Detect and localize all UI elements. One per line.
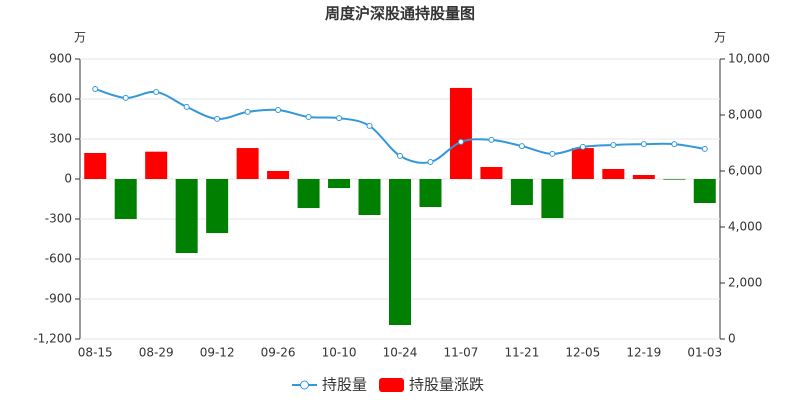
y-tick-label: 900 bbox=[49, 52, 72, 66]
chart-title: 周度沪深股通持股量图 bbox=[325, 5, 475, 23]
line-point bbox=[153, 89, 160, 96]
line bbox=[94, 88, 705, 164]
bar bbox=[358, 179, 381, 215]
y2-unit: 万 bbox=[714, 31, 726, 45]
line-point bbox=[701, 145, 708, 152]
line-point bbox=[244, 108, 251, 115]
legend-label: 持股量 bbox=[322, 376, 367, 394]
bar bbox=[693, 179, 716, 203]
bar bbox=[571, 148, 594, 179]
bar bbox=[632, 175, 655, 179]
y-tick-label: 600 bbox=[49, 92, 72, 106]
x-tick-label: 11-21 bbox=[504, 346, 539, 360]
x-tick-label: 10-10 bbox=[322, 346, 357, 360]
y2-tick-label: 6,000 bbox=[728, 164, 762, 178]
y-tick-label: -600 bbox=[45, 252, 72, 266]
bar bbox=[267, 171, 290, 179]
bar bbox=[114, 179, 137, 219]
line-point bbox=[488, 136, 495, 143]
line-point bbox=[518, 143, 525, 150]
line-point bbox=[122, 94, 129, 101]
bar bbox=[389, 179, 411, 325]
line-point bbox=[214, 115, 221, 122]
line-point bbox=[275, 106, 282, 113]
x-tick-label: 12-05 bbox=[565, 346, 600, 360]
x-tick-label: 09-12 bbox=[200, 346, 235, 360]
x-tick-label: 08-15 bbox=[78, 346, 113, 360]
line-point bbox=[549, 150, 556, 157]
x-tick-label: 11-07 bbox=[444, 346, 479, 360]
x-tick-label: 10-24 bbox=[383, 346, 418, 360]
line-point bbox=[92, 85, 99, 92]
bar bbox=[480, 167, 503, 179]
y2-tick-label: 0 bbox=[728, 332, 736, 346]
line-point bbox=[640, 141, 647, 148]
y2-tick-label: 2,000 bbox=[728, 276, 762, 290]
line-point bbox=[305, 113, 312, 120]
x-tick-label: 01-03 bbox=[687, 346, 722, 360]
bar bbox=[449, 87, 472, 179]
y2-tick-label: 8,000 bbox=[728, 108, 762, 122]
bar bbox=[175, 179, 198, 253]
y2-tick-label: 10,000 bbox=[728, 52, 770, 66]
y-tick-label: -1,200 bbox=[33, 332, 72, 346]
line-point bbox=[427, 159, 434, 166]
y-tick-label: -300 bbox=[45, 212, 72, 226]
x-tick-label: 12-19 bbox=[626, 346, 661, 360]
bar bbox=[145, 151, 168, 179]
bar bbox=[510, 179, 533, 205]
bar bbox=[297, 179, 320, 209]
line-point bbox=[457, 138, 464, 145]
y-tick-label: 300 bbox=[49, 132, 72, 146]
x-tick-label: 09-26 bbox=[261, 346, 296, 360]
legend-marker bbox=[300, 380, 309, 390]
y2-tick-label: 4,000 bbox=[728, 220, 762, 234]
line-point bbox=[366, 122, 373, 129]
bar bbox=[541, 179, 564, 219]
bar bbox=[419, 179, 442, 207]
x-tick-label: 08-29 bbox=[139, 346, 174, 360]
bar bbox=[602, 169, 625, 179]
bar bbox=[84, 153, 107, 179]
y-tick-label: 0 bbox=[64, 172, 72, 186]
line-point bbox=[336, 115, 343, 122]
bar bbox=[328, 179, 351, 189]
line-point bbox=[671, 141, 678, 148]
bar bbox=[663, 179, 686, 180]
bar bbox=[206, 179, 229, 233]
line-point bbox=[579, 143, 586, 150]
bar bbox=[236, 148, 259, 179]
legend-marker bbox=[379, 378, 405, 392]
legend-label: 持股量涨跌 bbox=[409, 376, 484, 394]
line-point bbox=[397, 152, 403, 159]
y-tick-label: -900 bbox=[45, 292, 72, 306]
y-unit: 万 bbox=[74, 31, 86, 45]
line-point bbox=[183, 103, 190, 110]
line-point bbox=[610, 141, 617, 148]
